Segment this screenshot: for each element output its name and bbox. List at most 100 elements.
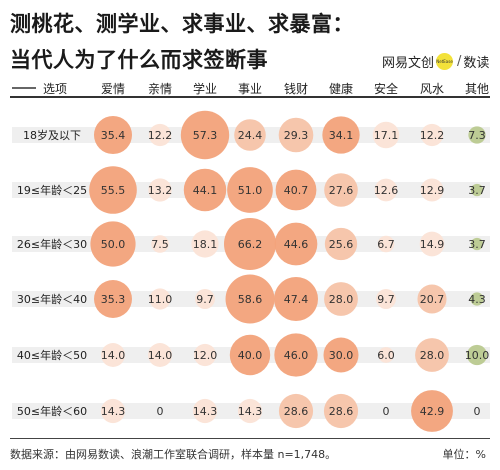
bubble	[229, 334, 271, 376]
bubble	[324, 282, 358, 316]
bubble	[148, 178, 172, 202]
value-label: 9.7	[377, 293, 395, 306]
bubble	[411, 390, 453, 432]
value-label: 0	[383, 405, 390, 418]
value-label: 3.7	[468, 238, 486, 251]
bubble	[278, 393, 314, 429]
bubble	[322, 116, 360, 154]
bubble	[227, 167, 273, 213]
bubble	[100, 398, 126, 424]
value-label: 50.0	[101, 238, 126, 251]
brand-name: 网易文创	[382, 55, 435, 71]
unit-label: 单位：%	[442, 448, 486, 461]
bubble	[93, 115, 133, 155]
bubble	[90, 221, 136, 267]
column-header: 风水	[420, 82, 444, 96]
column-header: 健康	[329, 81, 353, 96]
brand-badge: NetEase	[436, 52, 454, 70]
value-label: 40.0	[238, 349, 263, 362]
value-label: 14.9	[420, 238, 445, 251]
bubble	[275, 169, 317, 211]
value-label: 28.6	[284, 405, 309, 418]
bubble	[273, 276, 319, 322]
value-label: 35.4	[101, 129, 126, 142]
bubble	[148, 343, 172, 367]
bubble	[195, 289, 215, 309]
value-label: 6.7	[377, 238, 395, 251]
column-header: 事业	[238, 82, 262, 96]
bubble	[376, 289, 396, 309]
value-label: 12.9	[420, 184, 445, 197]
row-label: 18岁及以下	[23, 128, 81, 142]
value-label: 14.3	[101, 405, 126, 418]
header-rule	[10, 96, 490, 98]
bubble	[183, 168, 227, 212]
column-header: 钱财	[284, 81, 308, 96]
value-label: 66.2	[238, 238, 263, 251]
value-label: 24.4	[238, 129, 263, 142]
bubble	[94, 280, 132, 318]
bubble	[378, 347, 394, 363]
value-label: 58.6	[238, 293, 263, 306]
value-label: 11.0	[148, 293, 173, 306]
value-label: 14.0	[101, 349, 126, 362]
value-label: 28.0	[420, 349, 445, 362]
footer-rule	[10, 438, 490, 439]
column-header: 其他	[465, 82, 489, 96]
column-header: 爱情	[101, 82, 125, 96]
bubble	[89, 166, 137, 214]
row-label: 26≤年龄＜30	[17, 237, 87, 251]
value-label: 34.1	[329, 129, 354, 142]
bubble	[420, 178, 444, 202]
bubble	[323, 393, 359, 429]
value-label: 17.1	[374, 129, 399, 142]
value-label: 55.5	[101, 184, 126, 197]
value-label: 18.1	[193, 238, 218, 251]
bubble	[470, 183, 484, 197]
column-header: 安全	[374, 81, 398, 96]
value-label: 9.7	[196, 293, 214, 306]
bubble	[274, 222, 318, 266]
value-label: 51.0	[238, 184, 263, 197]
bubble	[372, 121, 400, 149]
bubble	[470, 237, 484, 251]
value-label: 27.6	[329, 184, 354, 197]
data-source: 数据来源：由网易数读、浪潮工作室联合调研，样本量 n=1,748。	[10, 448, 337, 461]
bubble	[193, 343, 217, 367]
row-header-label: 选项	[43, 82, 67, 96]
bubble	[374, 178, 398, 202]
bubble	[419, 231, 445, 257]
value-label: 7.3	[468, 129, 486, 142]
value-label: 28.0	[329, 293, 354, 306]
brand-logo: 网易文创 NetEase / 数读	[382, 50, 489, 72]
bubble	[278, 117, 314, 153]
value-label: 6.0	[377, 349, 395, 362]
bubble	[192, 398, 218, 424]
bubble	[224, 218, 276, 270]
column-header: 亲情	[148, 82, 172, 96]
value-label: 57.3	[193, 129, 218, 142]
value-label: 20.7	[420, 293, 445, 306]
bubble	[415, 338, 449, 372]
bubble	[151, 235, 169, 253]
chart-title-line1: 测桃花、测学业、求事业、求暴富：	[10, 12, 354, 36]
value-label: 14.3	[193, 405, 218, 418]
brand-separator: /	[457, 53, 462, 69]
bubble	[324, 173, 358, 207]
bubble	[377, 235, 395, 253]
value-label: 3.7	[468, 184, 486, 197]
value-label: 0	[474, 405, 481, 418]
bubble	[234, 119, 266, 151]
bubble	[323, 337, 359, 373]
bubble	[225, 274, 275, 324]
row-label: 50≤年龄＜60	[17, 404, 87, 418]
value-label: 13.2	[148, 184, 173, 197]
value-label: 28.6	[329, 405, 354, 418]
chart-title-line2: 当代人为了什么而求签断事	[10, 48, 268, 72]
bubble	[468, 126, 486, 144]
bubble	[466, 344, 488, 366]
value-label: 10.0	[465, 349, 490, 362]
row-label: 19≤年龄＜25	[17, 183, 87, 197]
brand-sub: 数读	[463, 55, 490, 71]
